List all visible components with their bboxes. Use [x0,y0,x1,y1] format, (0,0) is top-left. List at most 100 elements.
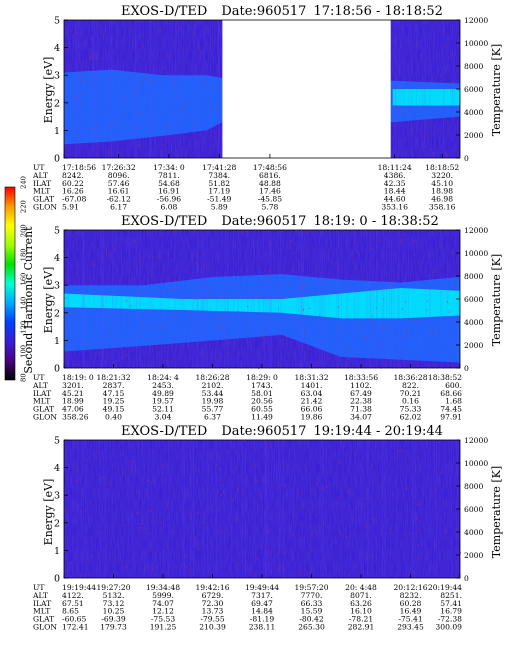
noise-speckle [295,230,297,232]
noise-speckle [76,273,78,275]
spectrogram-column [396,440,398,578]
noise-speckle [448,360,450,362]
spectrogram-column [85,440,87,578]
noise-speckle [152,326,154,328]
noise-speckle [383,298,385,300]
colorbar-tick-label: 140 [20,297,28,310]
noise-speckle [72,35,74,37]
noise-speckle [378,240,380,242]
orbit-row-label: ILAT [33,389,51,398]
noise-speckle [79,511,81,513]
noise-speckle [86,81,88,83]
spectrogram-column [218,20,220,158]
noise-speckle [162,144,164,146]
spectrogram-column [67,230,69,368]
noise-speckle [360,530,362,532]
noise-speckle [169,491,171,493]
noise-speckle [95,58,97,60]
spectrogram-column [180,20,182,158]
spectrogram-column [315,230,317,368]
spectrogram-column [203,440,205,578]
spectrogram-column [254,440,256,578]
noise-speckle [300,522,302,525]
spectrogram-column [110,20,112,158]
orbit-cell: 74.07 [152,599,174,608]
spectrogram-column [216,230,217,368]
spectrogram-column [321,230,323,368]
orbit-cell: 8251. [440,591,462,600]
noise-speckle [406,487,408,489]
spectrogram-column [203,20,205,158]
noise-speckle [390,532,392,534]
spectrogram-column [215,440,217,578]
noise-speckle [284,484,286,487]
spectrogram-column [376,440,377,578]
spectrogram-column [183,20,185,158]
y-tick-label-left: 0 [54,574,60,585]
noise-speckle [133,460,135,462]
noise-speckle [402,108,404,110]
spectrogram-column [421,440,423,578]
noise-speckle [403,112,405,114]
spectrogram-column [111,440,113,578]
spectrogram-column [150,20,152,158]
noise-speckle [375,307,377,309]
orbit-row-label: GLAT [33,615,54,624]
noise-speckle [151,482,153,484]
noise-speckle [408,498,410,501]
noise-speckle [142,79,144,81]
spectrogram-column [265,440,267,578]
y-tick-label-right: 12000 [464,16,488,25]
spectrogram-column [100,230,102,368]
spectrogram-column [348,440,350,578]
noise-speckle [347,490,349,492]
spectrogram-column [436,440,438,578]
spectrogram-column [266,440,267,578]
panel-1-title: EXOS-D/TED Date:960517 17:18:56 - 18:18:52 [121,4,443,19]
spectrogram-column [131,440,133,578]
spectrogram-column [373,230,374,368]
noise-speckle [247,306,249,308]
noise-speckle [106,252,108,254]
noise-speckle [391,283,393,285]
panel-1: EXOS-D/TED Date:960517 17:18:56 - 18:18:52… [32,4,503,212]
spectrogram-column [354,230,356,368]
orbit-cell: 60.55 [251,405,273,414]
noise-speckle [220,318,222,320]
noise-speckle [269,564,271,566]
noise-speckle [77,363,79,366]
noise-speckle [413,319,415,321]
noise-speckle [70,561,72,564]
orbit-cell: 2102. [202,381,224,390]
y-tick-label-right: 2000 [464,131,483,140]
spectrogram-column [408,20,410,158]
orbit-cell: -72.38 [438,615,462,624]
spectrogram-column [73,440,75,578]
noise-speckle [374,331,376,333]
noise-speckle [338,268,340,271]
noise-speckle [267,531,269,534]
spectrogram-column [436,440,437,578]
orbit-cell: 1.68 [445,397,462,406]
orbit-cell: -81.19 [250,615,274,624]
spectrogram-column [422,20,424,158]
noise-speckle [80,74,82,77]
orbit-cell: 6.17 [110,203,127,212]
spectrogram-column [388,230,390,368]
spectrogram-column [113,230,115,368]
spectrogram-column [67,440,69,578]
spectrogram-column [139,230,141,368]
noise-speckle [426,309,428,311]
noise-speckle [105,249,107,251]
noise-speckle [133,91,135,93]
spectrogram-column [381,230,383,368]
spectrogram-column [405,230,407,368]
noise-speckle [335,471,337,473]
noise-speckle [393,104,395,107]
spectrogram-column [355,440,357,578]
orbit-cell: 73.12 [103,599,125,608]
spectrogram-column [429,230,431,368]
colorbar-tick-label: 200 [20,224,28,237]
spectrogram-column [115,230,116,368]
